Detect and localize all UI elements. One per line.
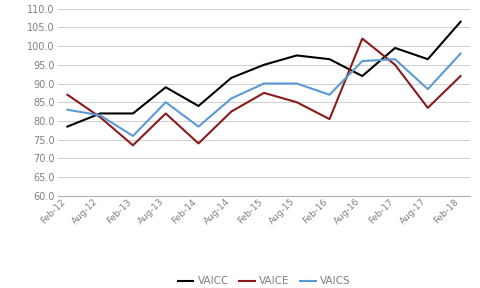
Line: VAICS: VAICS [67,54,461,136]
VAICE [97,115,103,119]
VAICE [163,112,168,115]
VAICC [64,125,70,128]
VAICS [228,97,234,100]
VAICC [130,112,136,115]
VAICC [425,57,431,61]
VAICE [228,110,234,113]
VAICC [360,74,365,78]
VAICE [130,144,136,147]
VAICE [195,142,201,145]
VAICS [425,87,431,91]
VAICC [261,63,267,67]
VAICE [425,106,431,110]
VAICS [163,101,168,104]
VAICS [294,82,300,85]
VAICS [64,108,70,111]
VAICS [458,52,464,55]
VAICS [195,125,201,128]
VAICE [294,101,300,104]
VAICE [458,74,464,78]
VAICS [130,134,136,138]
Line: VAICC: VAICC [67,22,461,126]
VAICS [97,113,103,117]
VAICE [392,63,398,67]
VAICC [97,112,103,115]
VAICE [64,93,70,96]
VAICC [195,104,201,108]
VAICC [294,54,300,57]
VAICS [360,59,365,63]
VAICE [360,37,365,40]
VAICC [458,20,464,23]
VAICC [327,57,333,61]
Line: VAICE: VAICE [67,39,461,145]
Legend: VAICC, VAICE, VAICS: VAICC, VAICE, VAICS [173,272,355,288]
VAICE [261,91,267,94]
VAICC [392,46,398,50]
VAICS [261,82,267,85]
VAICS [392,57,398,61]
VAICS [327,93,333,96]
VAICE [327,117,333,121]
VAICC [228,76,234,80]
VAICC [163,86,168,89]
